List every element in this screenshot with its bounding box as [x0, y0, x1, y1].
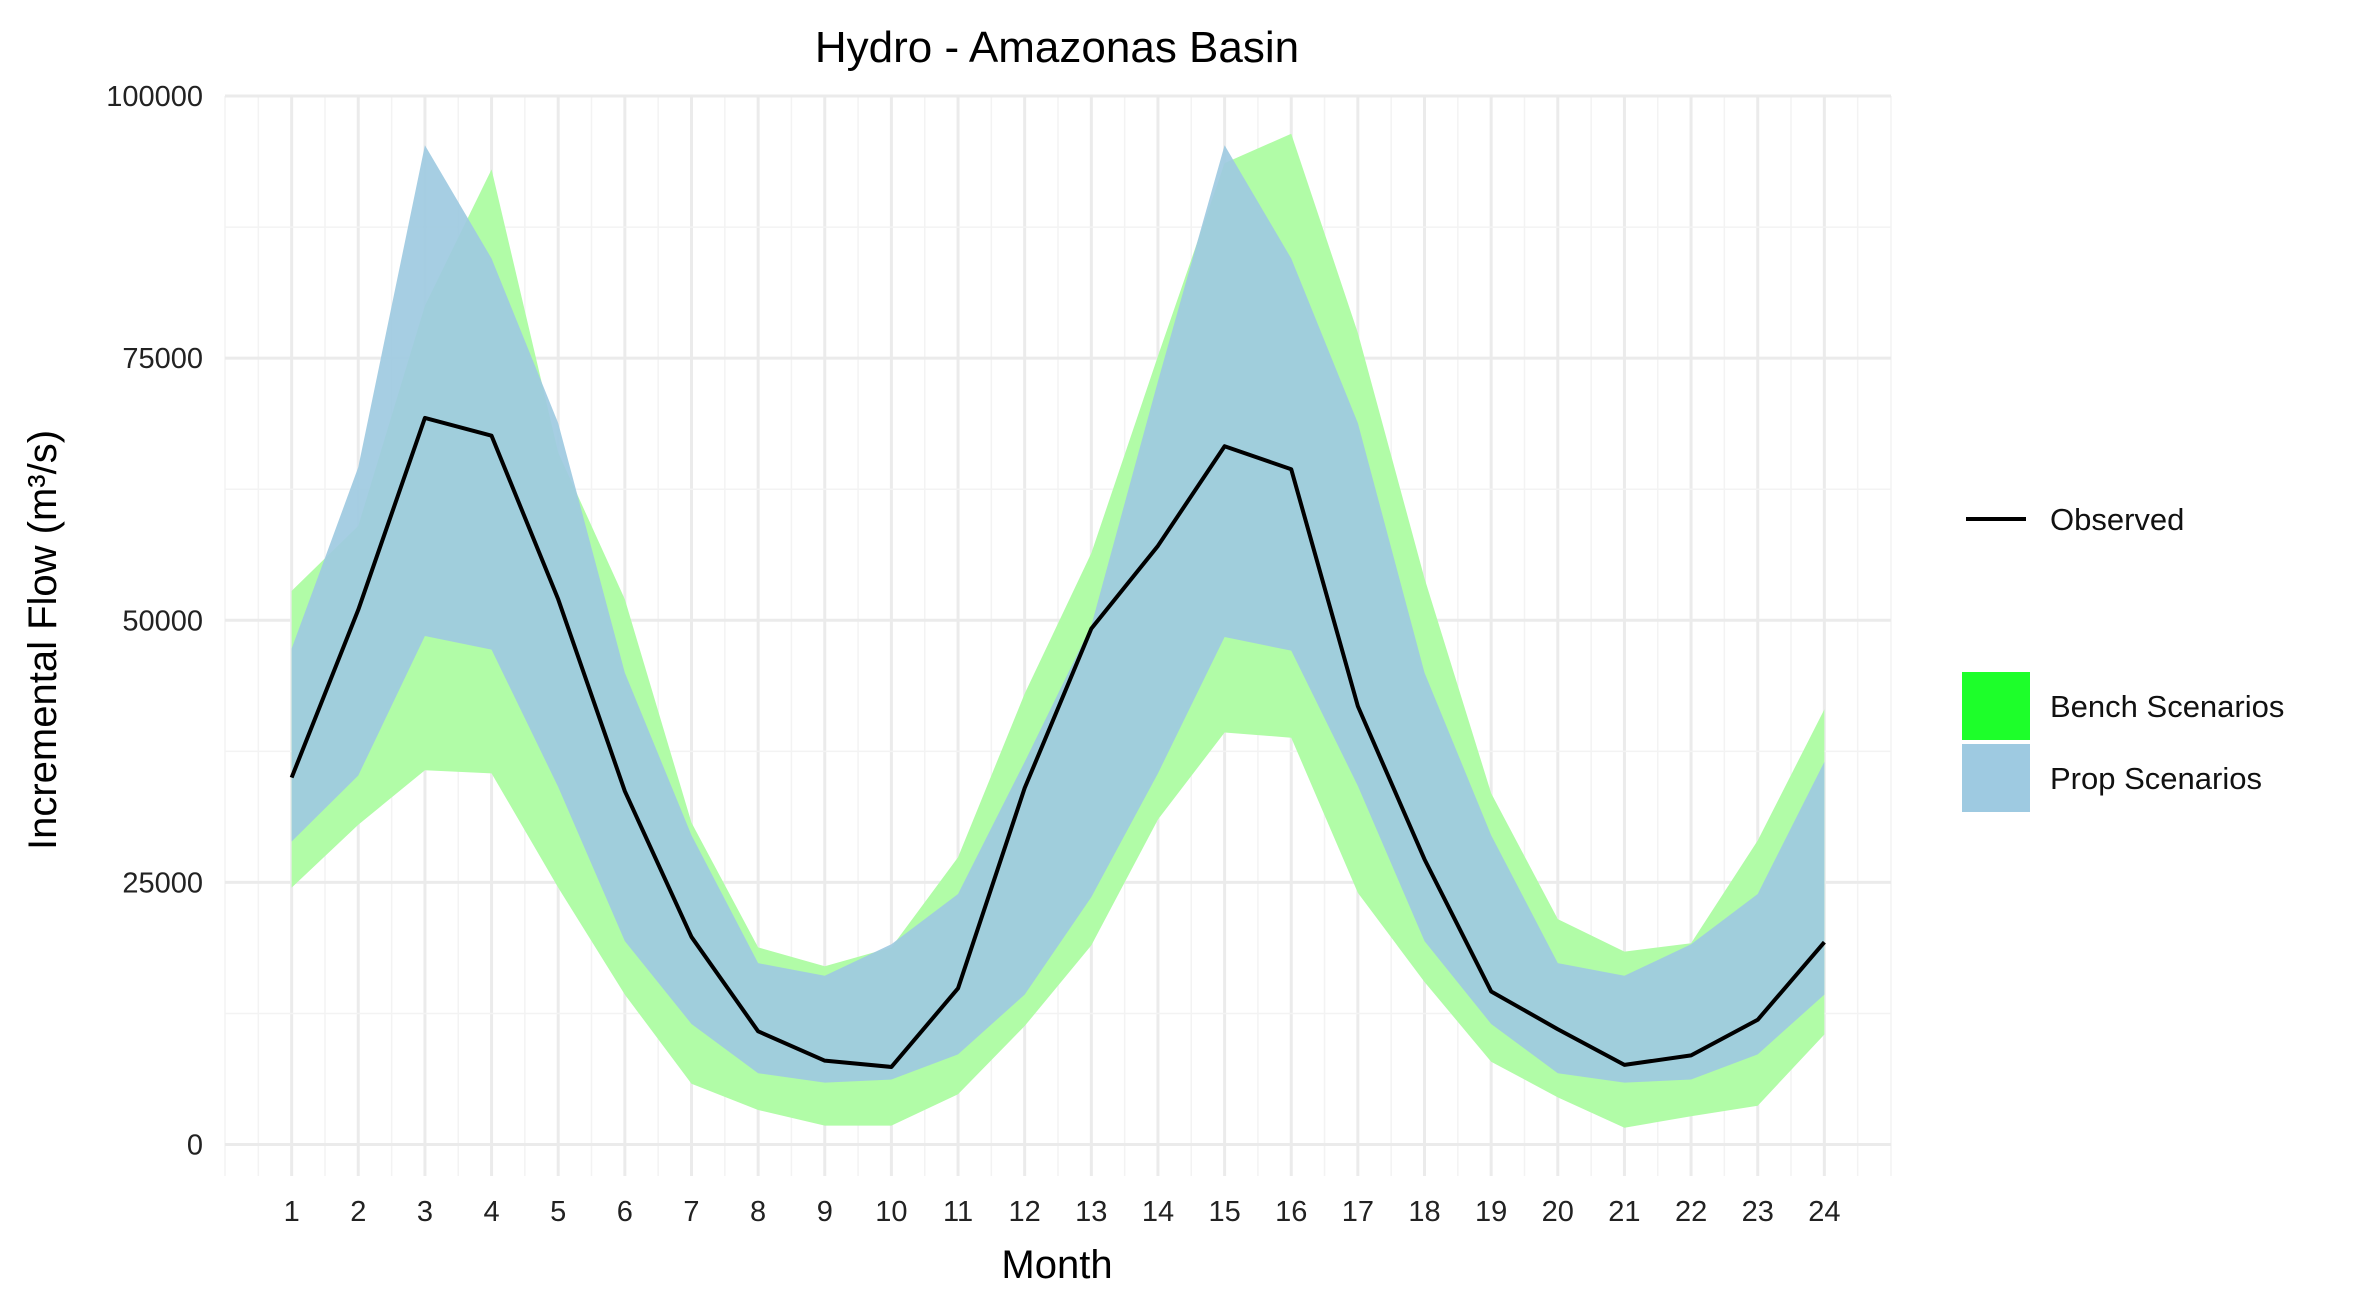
y-tick-label: 100000: [106, 81, 203, 113]
x-tick-label: 24: [1808, 1196, 1840, 1228]
legend-label-prop-scenarios: Prop Scenarios: [2050, 761, 2262, 796]
legend-key-bench-scenarios: [1962, 672, 2030, 740]
legend: Observed Bench Scenarios Prop Scenarios: [1962, 502, 2284, 812]
x-tick-label: 7: [683, 1196, 699, 1228]
x-tick-label: 14: [1142, 1196, 1174, 1228]
x-tick-label: 1: [284, 1196, 300, 1228]
y-tick-label: 50000: [122, 605, 203, 637]
legend-label-observed: Observed: [2050, 502, 2184, 537]
y-tick-label: 25000: [122, 867, 203, 899]
x-tick-label: 13: [1075, 1196, 1107, 1228]
y-tick-label: 75000: [122, 343, 203, 375]
x-tick-label: 6: [617, 1196, 633, 1228]
legend-label-bench-scenarios: Bench Scenarios: [2050, 689, 2284, 724]
x-tick-label: 19: [1475, 1196, 1507, 1228]
x-axis-ticks: 1 2 3 4 5 6 7 8 9 10 11 12 13 14 15 16 17 18 19 20 21 22 23 24: [284, 1196, 1841, 1228]
y-axis-title: Incremental Flow (m³/s): [21, 430, 65, 850]
legend-key-prop-scenarios: [1962, 744, 2030, 812]
y-axis-ticks: 0 25000 50000 75000 100000: [106, 81, 203, 1162]
x-tick-label: 9: [817, 1196, 833, 1228]
x-tick-label: 2: [350, 1196, 366, 1228]
x-tick-label: 15: [1208, 1196, 1240, 1228]
x-tick-label: 3: [417, 1196, 433, 1228]
band-prop-scenarios: [291, 145, 1825, 1083]
x-tick-label: 11: [943, 1196, 973, 1228]
chart-title: Hydro - Amazonas Basin: [815, 23, 1299, 72]
x-tick-label: 8: [750, 1196, 766, 1228]
x-tick-label: 18: [1408, 1196, 1440, 1228]
x-tick-label: 21: [1608, 1196, 1640, 1228]
x-tick-label: 16: [1275, 1196, 1307, 1228]
series-line-observed: [289, 415, 1826, 1069]
observed-line-layer: [289, 415, 1826, 1069]
x-tick-label: 22: [1675, 1196, 1707, 1228]
x-tick-label: 20: [1542, 1196, 1574, 1228]
x-tick-label: 17: [1342, 1196, 1374, 1228]
scenario-bands: [291, 133, 1825, 1128]
x-tick-label: 12: [1009, 1196, 1041, 1228]
x-tick-label: 23: [1742, 1196, 1774, 1228]
x-tick-label: 4: [483, 1196, 499, 1228]
x-tick-label: 5: [550, 1196, 566, 1228]
x-axis-title: Month: [1001, 1243, 1112, 1287]
y-tick-label: 0: [187, 1130, 203, 1162]
x-tick-label: 10: [875, 1196, 907, 1228]
